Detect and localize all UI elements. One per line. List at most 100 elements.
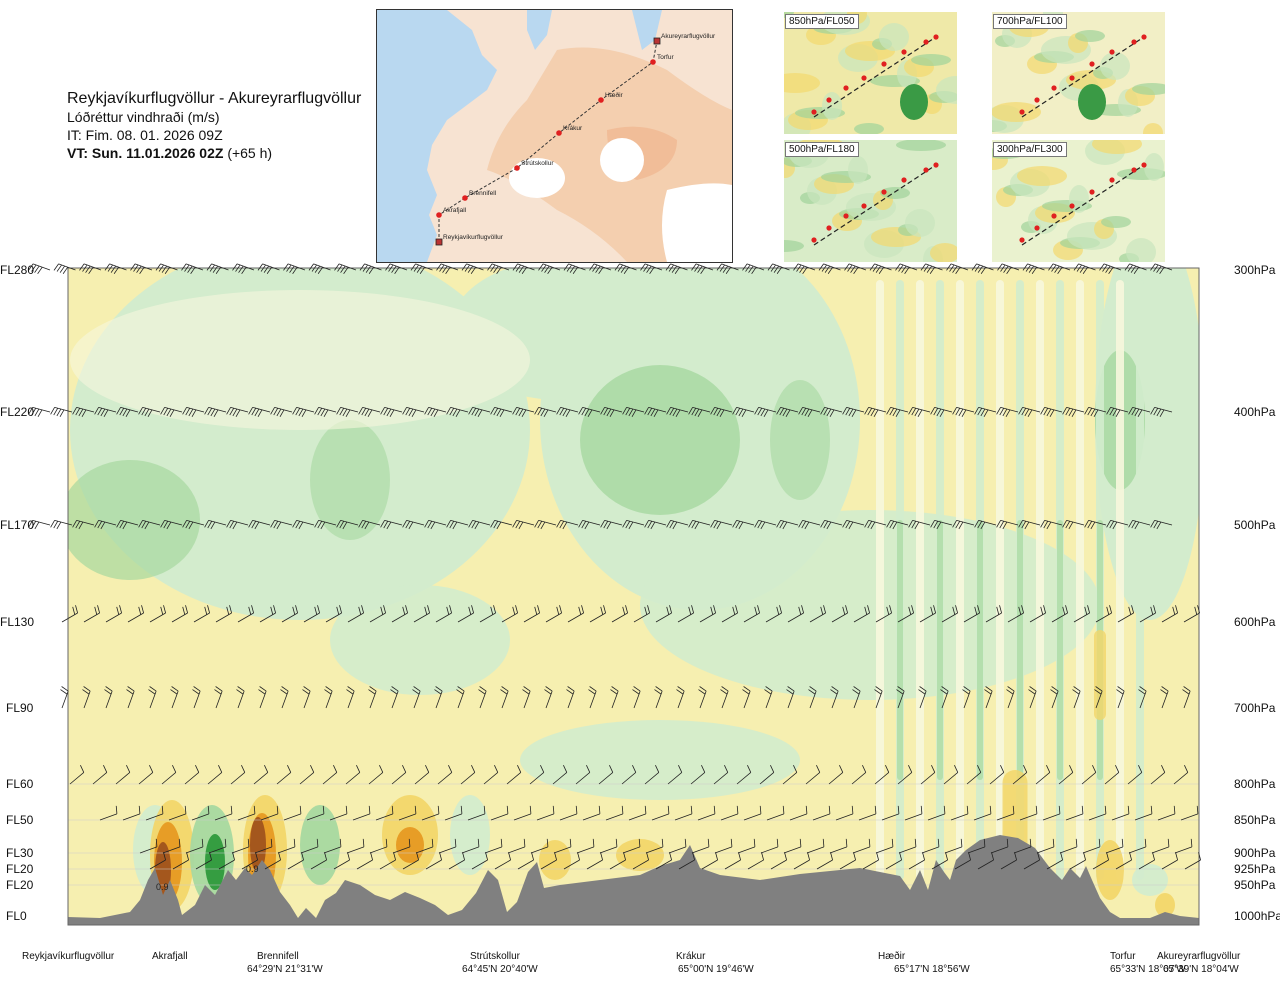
wind-barb [292, 406, 315, 417]
wind-barb [747, 852, 764, 870]
wind-barb [1035, 765, 1051, 785]
wind-barb [600, 519, 623, 530]
wind-barb [329, 805, 348, 821]
wind-barb [94, 406, 117, 417]
route-line [1021, 164, 1145, 246]
wind-barb [667, 765, 683, 785]
wind-barb [743, 805, 762, 821]
wind-barb [92, 765, 108, 785]
wind-barb [743, 605, 760, 623]
velocity-region [310, 420, 390, 540]
wind-barb [99, 805, 118, 821]
wind-barb [967, 838, 986, 854]
wind-barb [193, 605, 210, 623]
wind-barb [1095, 605, 1112, 623]
wind-barb [853, 605, 870, 623]
wind-barb [760, 838, 779, 854]
wind-barb [534, 519, 557, 530]
wind-barb [1111, 805, 1130, 821]
wind-barb [79, 263, 102, 274]
level-panel-500: 500hPa/FL180 [784, 140, 957, 262]
wind-barb [720, 686, 729, 709]
wind-barb [759, 765, 775, 785]
wind-barb [254, 838, 273, 854]
wind-barb [215, 605, 232, 623]
wind-barb [996, 519, 1019, 530]
wind-barb [258, 686, 267, 709]
wind-barb [207, 765, 223, 785]
wind-barb [204, 519, 227, 530]
wind-barb [352, 805, 371, 821]
wind-barb [628, 805, 647, 821]
wind-barb [644, 519, 667, 530]
wind-barb [921, 838, 940, 854]
wind-barb [385, 263, 408, 274]
wind-barb [1128, 838, 1147, 854]
wind-barb [28, 263, 51, 274]
wind-barb [517, 852, 534, 870]
wind-barb [996, 805, 1015, 821]
wind-barb [820, 406, 843, 417]
wind-barb [523, 605, 540, 623]
wind-barb [736, 765, 752, 785]
wind-barb [640, 263, 663, 274]
wind-barb [831, 605, 848, 623]
wind-barb [323, 838, 342, 854]
wind-barb [1127, 765, 1143, 785]
wind-barb [171, 605, 188, 623]
flight-level-label: FL220 [0, 405, 35, 419]
level-panel-300: 300hPa/FL300 [992, 140, 1165, 262]
wind-barb [82, 686, 91, 709]
velocity-band [1136, 280, 1144, 880]
wind-barb [676, 686, 685, 709]
pressure-level-label: 1000hPa [1234, 909, 1280, 923]
wind-barb [436, 263, 459, 274]
wind-barb [820, 519, 843, 530]
wind-barb [793, 852, 810, 870]
wind-barb [1134, 805, 1153, 821]
wind-barb [368, 686, 377, 709]
wind-barb [257, 263, 280, 274]
wind-barb [333, 852, 350, 870]
wind-barb [688, 406, 711, 417]
velocity-region [520, 720, 800, 800]
wind-barb [172, 852, 189, 870]
wind-barb [805, 765, 821, 785]
wind-barb [538, 263, 561, 274]
wind-barb [632, 852, 649, 870]
pressure-level-label: 600hPa [1234, 615, 1276, 629]
wind-barb [484, 838, 503, 854]
wind-barb [248, 406, 271, 417]
wind-barb [724, 852, 741, 870]
wind-barb [552, 765, 568, 785]
wind-barb [1151, 838, 1170, 854]
wind-barb [116, 519, 139, 530]
pressure-level-label: 925hPa [1234, 862, 1276, 876]
wind-barb [946, 263, 969, 274]
wind-barb [576, 838, 595, 854]
wind-barb [875, 605, 892, 623]
wind-barb [644, 765, 660, 785]
level-panel-label: 850hPa/FL050 [785, 14, 859, 29]
wind-barb [655, 852, 672, 870]
wind-barb [402, 406, 425, 417]
wind-barb [434, 686, 443, 709]
velocity-band [1057, 520, 1063, 780]
wind-barb [534, 406, 557, 417]
wind-barb [1062, 406, 1085, 417]
wind-barb [614, 263, 637, 274]
wind-barb [966, 765, 982, 785]
wind-barb [226, 519, 249, 530]
wind-barb [677, 605, 694, 623]
wind-barb [398, 805, 417, 821]
wind-barb [1174, 838, 1193, 854]
level-panel-map [784, 12, 957, 134]
wind-barb [522, 686, 531, 709]
wind-barb [1006, 686, 1015, 709]
wind-barb [214, 686, 223, 709]
issue-time: IT: Fim. 08. 01. 2026 09Z [67, 127, 223, 143]
contour-labels: 0.9 0.9 [156, 864, 259, 892]
wind-barb [204, 406, 227, 417]
map-waypoint-marker [598, 97, 604, 103]
wind-barb [390, 686, 399, 709]
